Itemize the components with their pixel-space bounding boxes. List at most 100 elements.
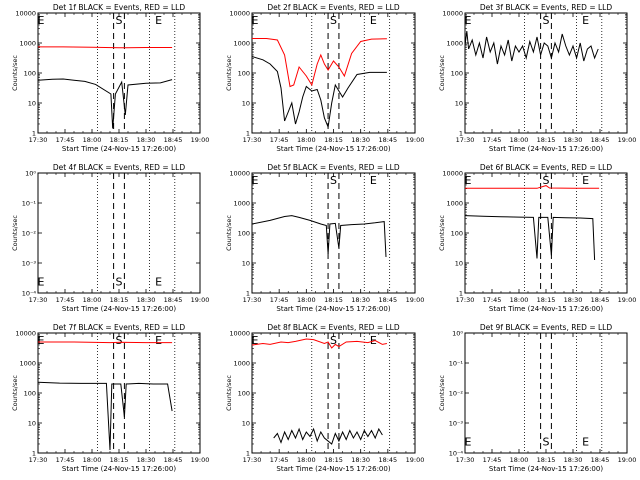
x-axis-title: Start Time (24-Nov-15 17:26:00): [489, 465, 603, 473]
edge-marker-label: E: [465, 436, 472, 449]
panel-det-3f: Det 3f BLACK = Events, RED = LLD 1 10 100 10…: [438, 3, 636, 153]
x-tick-label: 19:00: [618, 136, 637, 144]
x-tick-label: 17:45: [483, 296, 502, 304]
events-series-line: [37, 78, 173, 129]
x-tick-label: 18:30: [137, 296, 156, 304]
x-axis-title: Start Time (24-Nov-15 17:26:00): [62, 305, 176, 313]
y-tick-label: 10000: [229, 170, 250, 178]
x-tick-label: 18:15: [110, 296, 129, 304]
x-tick-label: 18:45: [378, 296, 397, 304]
x-tick-label: 19:00: [618, 296, 637, 304]
plot-frame: [464, 12, 628, 134]
plot-frame: [37, 12, 201, 134]
y-tick-label: 10⁻¹: [449, 360, 464, 368]
end-marker-label: E: [582, 174, 589, 187]
x-tick-label: 17:30: [456, 136, 475, 144]
x-tick-label: 18:00: [297, 456, 316, 464]
y-tick-label: 10⁻²: [449, 390, 464, 398]
start-marker-label: S: [330, 174, 337, 187]
x-tick-label: 17:45: [56, 136, 75, 144]
x-tick-label: 18:00: [83, 136, 102, 144]
x-tick-label: 18:30: [564, 456, 583, 464]
y-axis-title: Counts/sec: [225, 215, 233, 251]
y-tick-label: 10000: [229, 10, 250, 18]
x-tick-label: 17:30: [456, 456, 475, 464]
y-tick-label: 1: [246, 130, 250, 138]
x-tick-label: 18:15: [324, 136, 343, 144]
end-marker-label: E: [370, 334, 377, 347]
y-axis-title: Counts/sec: [225, 55, 233, 91]
lld-series-line: [252, 38, 387, 88]
x-tick-label: 18:45: [164, 456, 183, 464]
y-axis-title: Counts/sec: [438, 375, 446, 411]
y-tick-label: 10⁻⁴: [449, 450, 464, 458]
y-axis-title: Counts/sec: [11, 55, 19, 91]
y-tick-label: 1000: [446, 200, 463, 208]
y-tick-label: 1: [32, 450, 36, 458]
panel-title: Det 5f BLACK = Events, RED = LLD: [267, 163, 400, 172]
y-axis-title: Counts/sec: [11, 215, 19, 251]
events-series-line: [251, 56, 387, 129]
y-tick-label: 1000: [19, 360, 36, 368]
x-tick-label: 17:30: [243, 296, 262, 304]
y-axis-title: Counts/sec: [438, 215, 446, 251]
edge-marker-label: E: [465, 174, 472, 187]
y-tick-label: 10⁰: [452, 330, 463, 338]
y-axis-title: Counts/sec: [11, 375, 19, 411]
panel-det-4f: Det 4f BLACK = Events, RED = LLD 10⁰ 10⁻¹ 1…: [11, 163, 209, 313]
panel-title: Det 6f BLACK = Events, RED = LLD: [480, 163, 613, 172]
y-tick-label: 100: [238, 230, 250, 238]
end-marker-label: E: [370, 174, 377, 187]
end-marker-label: E: [155, 14, 162, 27]
x-tick-label: 18:15: [537, 456, 556, 464]
x-tick-label: 18:45: [591, 296, 610, 304]
x-tick-label: 17:30: [29, 456, 48, 464]
start-marker-label: S: [116, 276, 123, 289]
x-tick-label: 18:00: [297, 296, 316, 304]
x-tick-label: 18:30: [351, 456, 370, 464]
plot-frame: [251, 12, 416, 134]
x-tick-label: 18:45: [378, 456, 397, 464]
x-tick-label: 17:45: [56, 456, 75, 464]
y-tick-label: 100: [238, 390, 250, 398]
y-tick-label: 10⁻¹: [22, 200, 37, 208]
x-tick-label: 18:15: [537, 296, 556, 304]
y-tick-label: 10: [455, 100, 463, 108]
start-marker-label: S: [116, 334, 123, 347]
end-marker-label: E: [582, 436, 589, 449]
x-tick-label: 18:45: [378, 136, 397, 144]
y-tick-label: 1: [246, 450, 250, 458]
x-tick-label: 17:30: [29, 136, 48, 144]
y-tick-label: 10000: [15, 330, 36, 338]
y-tick-label: 1: [246, 290, 250, 298]
y-tick-label: 10⁻⁴: [22, 290, 37, 298]
x-tick-label: 18:30: [351, 296, 370, 304]
x-axis-title: Start Time (24-Nov-15 17:26:00): [489, 145, 603, 153]
y-tick-label: 10: [28, 420, 36, 428]
edge-marker-label: E: [252, 14, 259, 27]
end-marker-label: E: [155, 334, 162, 347]
y-tick-label: 1000: [233, 360, 250, 368]
panel-det-7f: Det 7f BLACK = Events, RED = LLD 1 10 100 10…: [11, 323, 209, 473]
y-tick-label: 10000: [442, 170, 463, 178]
panel-title: Det 4f BLACK = Events, RED = LLD: [53, 163, 186, 172]
panel-det-6f: Det 6f BLACK = Events, RED = LLD 1 10 100 10…: [438, 163, 636, 313]
y-tick-label: 10: [242, 100, 250, 108]
edge-marker-label: E: [38, 334, 45, 347]
edge-marker-label: E: [252, 174, 259, 187]
x-tick-label: 17:45: [56, 296, 75, 304]
y-tick-label: 10⁰: [25, 170, 36, 178]
plot-frame: [37, 332, 201, 454]
y-axis-title: Counts/sec: [438, 55, 446, 91]
x-tick-label: 18:30: [137, 456, 156, 464]
x-tick-label: 18:45: [591, 456, 610, 464]
start-marker-label: S: [543, 436, 550, 449]
panel-det-2f: Det 2f BLACK = Events, RED = LLD 1 10 100 10…: [225, 3, 424, 153]
x-tick-label: 18:15: [537, 136, 556, 144]
end-marker-label: E: [370, 14, 377, 27]
x-tick-label: 18:30: [564, 136, 583, 144]
x-tick-label: 18:00: [510, 456, 529, 464]
start-marker-label: S: [543, 14, 550, 27]
y-tick-label: 10⁻³: [449, 420, 464, 428]
